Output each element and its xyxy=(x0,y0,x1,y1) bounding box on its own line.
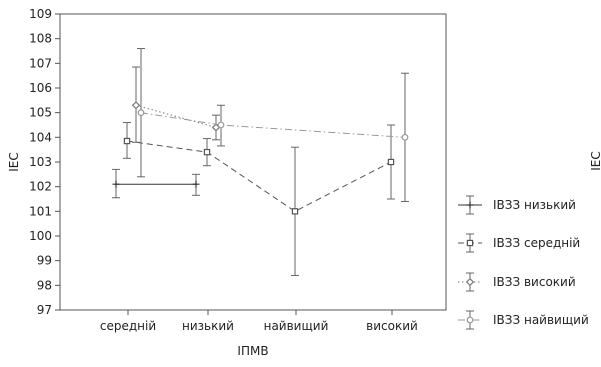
data-point xyxy=(217,121,225,129)
data-point xyxy=(131,101,141,110)
series-3 xyxy=(131,66,221,143)
y-tick-label: 109 xyxy=(29,7,52,21)
legend-label: ІВЗЗ середній xyxy=(493,236,580,250)
data-point xyxy=(401,133,409,141)
data-point xyxy=(466,239,474,247)
legend-item: ІВЗЗ найвищий xyxy=(458,310,589,330)
y-tick-label: 100 xyxy=(29,229,52,243)
y-tick-label: 102 xyxy=(29,180,52,194)
data-point xyxy=(466,316,474,324)
data-point xyxy=(137,109,145,117)
y-tick-label: 99 xyxy=(37,254,52,268)
legend: ІВЗЗ низький ІВЗЗ середній ІВЗЗ високий ІВЗ… xyxy=(458,195,589,330)
y-tick-label: 107 xyxy=(29,56,52,70)
data-point xyxy=(112,180,120,188)
legend-label: ІВЗЗ високий xyxy=(493,275,576,289)
series-line xyxy=(140,112,406,138)
data-point xyxy=(465,277,475,287)
series-layer xyxy=(112,48,409,276)
x-axis: середній низький найвищий високий xyxy=(100,310,418,333)
legend-item: ІВЗЗ низький xyxy=(458,195,576,215)
y-tick-label: 106 xyxy=(29,81,52,95)
data-point xyxy=(291,208,299,215)
data-point xyxy=(466,201,474,209)
series-2 xyxy=(123,122,395,276)
legend-item: ІВЗЗ середній xyxy=(458,233,580,253)
data-point xyxy=(192,180,200,188)
series-1 xyxy=(112,168,200,199)
y-axis-title: ІЕС xyxy=(7,152,21,172)
x-axis-title: ІПМВ xyxy=(237,344,268,358)
x-tick-label: низький xyxy=(182,319,234,333)
y-tick-label: 101 xyxy=(29,204,52,218)
y-axis: 97 98 99 100 101 102 103 104 105 106 107 108 109 xyxy=(29,7,60,317)
y-tick-label: 104 xyxy=(29,130,52,144)
legend-label: ІВЗЗ низький xyxy=(493,198,576,212)
y-axis-title-clipped: ІЕС xyxy=(589,151,601,171)
data-point xyxy=(203,148,211,156)
y-tick-label: 105 xyxy=(29,106,52,120)
x-tick-label: найвищий xyxy=(264,319,329,333)
y-tick-label: 103 xyxy=(29,155,52,169)
y-tick-label: 108 xyxy=(29,32,52,46)
series-line xyxy=(126,140,392,212)
y-tick-label: 97 xyxy=(37,303,52,317)
x-tick-label: середній xyxy=(100,319,156,333)
y-tick-label: 98 xyxy=(37,278,52,292)
x-tick-label: високий xyxy=(366,319,418,333)
data-point xyxy=(387,158,395,166)
legend-item: ІВЗЗ високий xyxy=(458,272,576,292)
series-4 xyxy=(137,48,409,202)
data-point xyxy=(123,137,131,145)
legend-label: ІВЗЗ найвищий xyxy=(493,313,589,327)
series-line xyxy=(135,104,217,128)
